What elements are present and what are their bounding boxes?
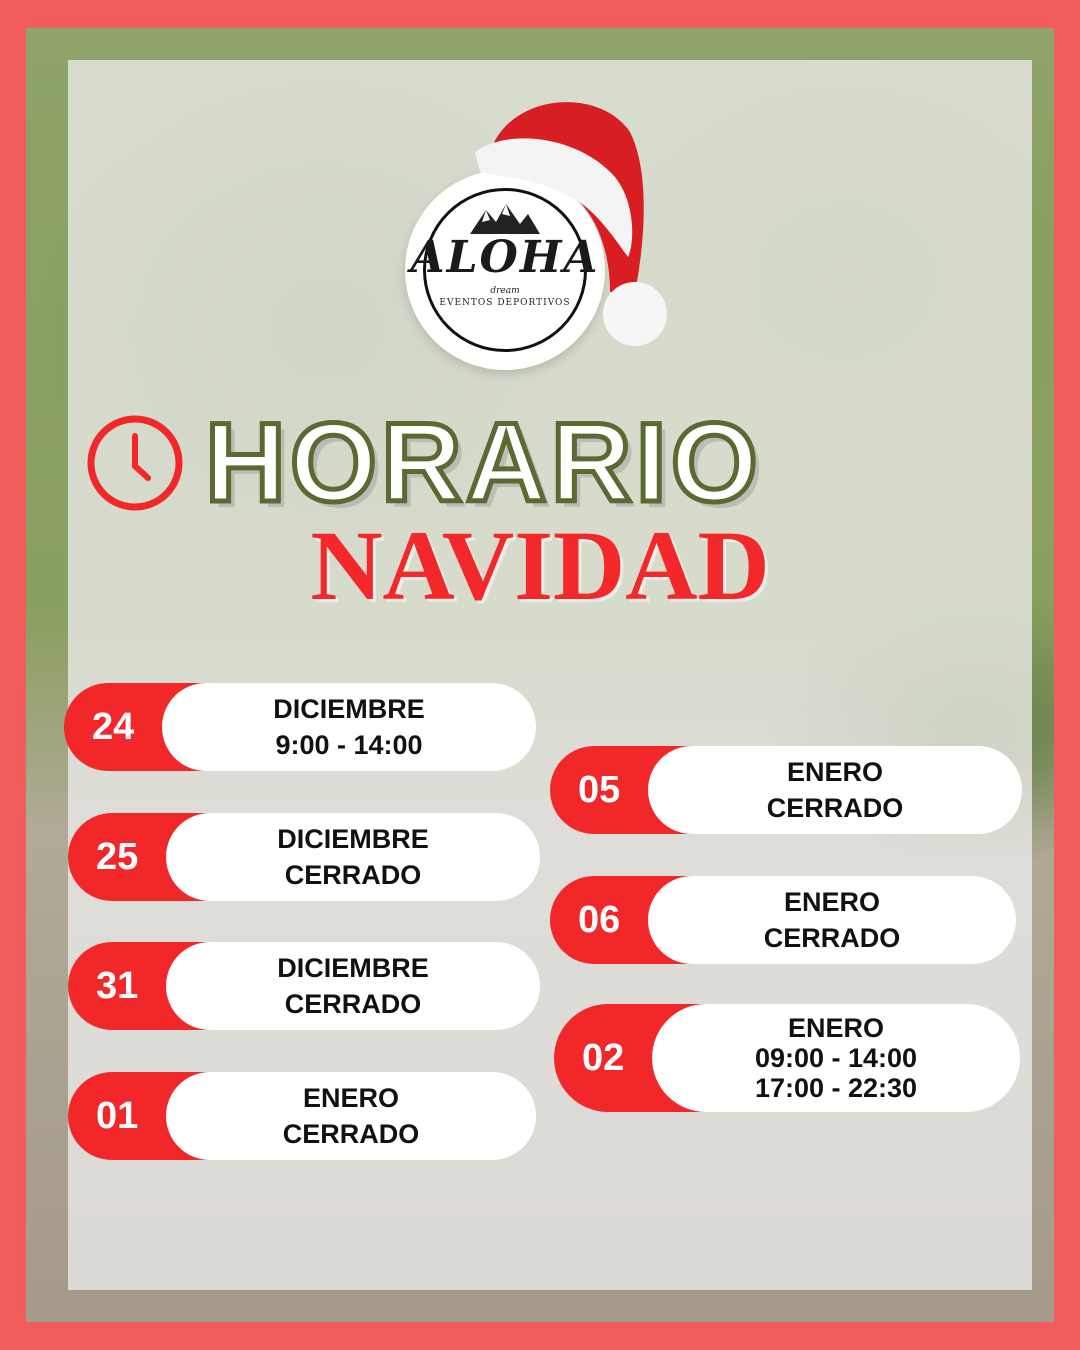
month: DICIEMBRE: [277, 952, 429, 983]
month: ENERO: [302, 1082, 400, 1113]
title-horario: HORARIO: [203, 398, 762, 528]
day-details: ENERO CERRADO: [648, 876, 1016, 964]
schedule-item: 25 DICIEMBRE CERRADO: [68, 813, 540, 901]
hours: CERRADO: [763, 923, 901, 953]
logo-name: ALOHA: [410, 232, 600, 283]
month: DICIEMBRE: [277, 823, 429, 854]
schedule-item: 31 DICIEMBRE CERRADO: [68, 942, 540, 1030]
day-details: DICIEMBRE CERRADO: [166, 942, 540, 1030]
schedule-item: 06 ENERO CERRADO: [550, 876, 1016, 964]
month: ENERO: [786, 756, 884, 787]
hours: CERRADO: [284, 989, 422, 1019]
day-details: DICIEMBRE 9:00 - 14:00: [162, 683, 536, 771]
hours: CERRADO: [284, 860, 422, 890]
title-navidad: NAVIDAD: [310, 510, 770, 621]
day-details: ENERO 09:00 - 14:00 17:00 - 22:30: [652, 1004, 1020, 1112]
hours: CERRADO: [282, 1119, 420, 1149]
schedule-item: 05 ENERO CERRADO: [550, 746, 1022, 834]
day-details: ENERO CERRADO: [648, 746, 1022, 834]
clock-icon: [87, 415, 183, 511]
hours: 17:00 - 22:30: [754, 1073, 918, 1104]
day-details: ENERO CERRADO: [166, 1072, 536, 1160]
logo: ALOHA dream EVENTOS DEPORTIVOS: [405, 170, 605, 370]
logo-subtitle: EVENTOS DEPORTIVOS: [439, 298, 571, 308]
mountain-icon: [470, 204, 540, 234]
month: ENERO: [783, 886, 881, 917]
santa-hat-icon: [475, 102, 667, 346]
month: DICIEMBRE: [273, 693, 425, 724]
month: ENERO: [787, 1012, 885, 1043]
hours: 9:00 - 14:00: [275, 730, 423, 760]
logo-tagline: dream: [490, 286, 520, 296]
hours: CERRADO: [766, 793, 904, 823]
schedule-item: 24 DICIEMBRE 9:00 - 14:00: [64, 683, 536, 771]
logo-ring: [423, 188, 587, 352]
schedule-item: 01 ENERO CERRADO: [68, 1072, 536, 1160]
schedule-item: 02 ENERO 09:00 - 14:00 17:00 - 22:30: [554, 1004, 1020, 1112]
day-details: DICIEMBRE CERRADO: [166, 813, 540, 901]
hours: 09:00 - 14:00: [754, 1042, 918, 1073]
